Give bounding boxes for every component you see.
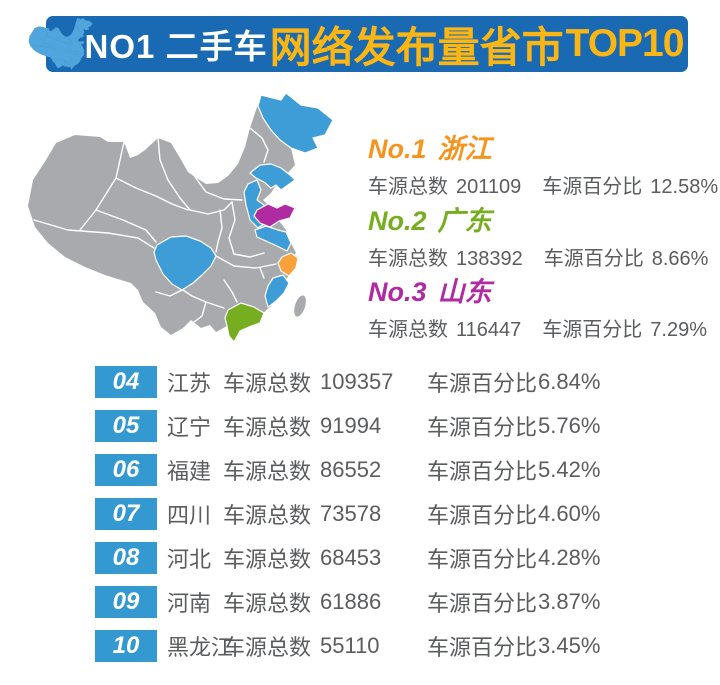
total-value: 68453 xyxy=(320,545,382,570)
total-label: 车源总数 xyxy=(368,248,448,270)
province-name: 山东 xyxy=(437,277,492,307)
total-label: 车源总数 xyxy=(223,547,312,572)
percent-label: 车源百分比 xyxy=(427,371,538,396)
province-name: 四川 xyxy=(167,503,212,528)
header-title-suffix: TOP10 xyxy=(565,22,685,65)
rank-badge: 04 xyxy=(95,366,157,398)
percent-value: 3.45% xyxy=(538,633,601,658)
ranking-row: 09 河南 车源总数 61886 车源百分比 3.87% xyxy=(95,586,600,618)
map-region-heilongjiang xyxy=(257,92,334,154)
total-label: 车源总数 xyxy=(223,371,312,396)
ranking-row: 06 福建 车源总数 86552 车源百分比 5.42% xyxy=(95,454,600,486)
top3-heading: No.1 浙江 xyxy=(368,134,718,164)
rank-label: No.1 xyxy=(368,134,427,164)
total-value: 109357 xyxy=(320,369,394,394)
province-name: 河南 xyxy=(167,591,212,616)
total-value: 201109 xyxy=(456,176,522,198)
china-map xyxy=(28,92,334,343)
map-region-sichuan xyxy=(153,235,217,291)
total-label: 车源总数 xyxy=(368,319,448,341)
top3-stats: 车源总数 138392 车源百分比 8.66% xyxy=(368,242,708,271)
percent-value: 4.60% xyxy=(538,501,601,526)
rank-badge: 05 xyxy=(95,410,157,442)
total-label: 车源总数 xyxy=(223,415,312,440)
rank-badge: 06 xyxy=(95,454,157,486)
top3-heading: No.3 山东 xyxy=(368,277,707,307)
ranking-list: 04 江苏 车源总数 109357 车源百分比 6.84% 05 辽宁 车源总数… xyxy=(95,366,600,674)
rank-label: No.2 xyxy=(368,206,427,236)
header-banner: NO1 二手车 网络发布量省市 TOP10 xyxy=(46,16,688,72)
top3-stats: 车源总数 201109 车源百分比 12.58% xyxy=(368,170,718,199)
province-name: 广东 xyxy=(437,206,492,236)
total-value: 116447 xyxy=(456,319,522,341)
top3-block-1: No.1 浙江 车源总数 201109 车源百分比 12.58% xyxy=(368,134,718,199)
percent-value: 5.76% xyxy=(538,413,601,438)
province-name: 江苏 xyxy=(167,371,212,396)
percent-value: 8.66% xyxy=(651,248,709,270)
map-region-zhejiang xyxy=(277,252,299,277)
ranking-row: 07 四川 车源总数 73578 车源百分比 4.60% xyxy=(95,498,600,530)
percent-label: 车源百分比 xyxy=(427,591,538,616)
map-region-guangdong xyxy=(224,302,265,343)
percent-value: 7.29% xyxy=(650,319,707,341)
percent-value: 12.58% xyxy=(650,176,719,198)
total-label: 车源总数 xyxy=(223,503,312,528)
top3-block-2: No.2 广东 车源总数 138392 车源百分比 8.66% xyxy=(368,206,708,271)
header-title-highlight: 网络发布量省市 xyxy=(269,23,564,71)
ranking-row: 05 辽宁 车源总数 91994 车源百分比 5.76% xyxy=(95,410,600,442)
ranking-row: 04 江苏 车源总数 109357 车源百分比 6.84% xyxy=(95,366,600,398)
rank-badge: 07 xyxy=(95,498,157,530)
total-label: 车源总数 xyxy=(223,591,312,616)
percent-label: 车源百分比 xyxy=(542,176,643,198)
china-map-icon xyxy=(28,17,93,70)
percent-value: 4.28% xyxy=(538,545,601,570)
total-value: 61886 xyxy=(320,589,382,614)
percent-label: 车源百分比 xyxy=(427,459,538,484)
top3-block-3: No.3 山东 车源总数 116447 车源百分比 7.29% xyxy=(368,277,707,342)
total-value: 86552 xyxy=(320,457,382,482)
top3-stats: 车源总数 116447 车源百分比 7.29% xyxy=(368,313,707,342)
ranking-row: 08 河北 车源总数 68453 车源百分比 4.28% xyxy=(95,542,600,574)
total-label: 车源总数 xyxy=(223,635,312,660)
province-name: 浙江 xyxy=(437,134,492,164)
map-region-fujian xyxy=(264,274,290,308)
rank-badge: 08 xyxy=(95,542,157,574)
percent-label: 车源百分比 xyxy=(427,547,538,572)
ranking-row: 10 黑龙江 车源总数 55110 车源百分比 3.45% xyxy=(95,630,600,662)
percent-value: 6.84% xyxy=(538,369,601,394)
province-name: 辽宁 xyxy=(167,415,212,440)
map-region-taiwan xyxy=(294,295,306,317)
total-value: 55110 xyxy=(320,633,380,658)
map-region-liaoning xyxy=(249,163,296,191)
province-name: 河北 xyxy=(167,547,212,572)
percent-label: 车源百分比 xyxy=(427,503,538,528)
header-title: NO1 二手车 xyxy=(84,28,268,65)
province-name: 福建 xyxy=(167,459,212,484)
rank-badge: 10 xyxy=(95,630,157,662)
percent-value: 5.42% xyxy=(538,457,601,482)
percent-label: 车源百分比 xyxy=(427,415,538,440)
percent-value: 3.87% xyxy=(538,589,601,614)
total-label: 车源总数 xyxy=(368,176,448,198)
percent-label: 车源百分比 xyxy=(543,248,644,270)
province-name: 黑龙江 xyxy=(167,635,234,660)
map-region-shandong xyxy=(253,203,296,228)
rank-label: No.3 xyxy=(368,277,427,307)
top3-heading: No.2 广东 xyxy=(368,206,708,236)
total-label: 车源总数 xyxy=(223,459,312,484)
map-region-jiangsu xyxy=(254,225,292,252)
percent-label: 车源百分比 xyxy=(427,635,538,660)
total-value: 73578 xyxy=(320,501,382,526)
percent-label: 车源百分比 xyxy=(542,319,643,341)
total-value: 138392 xyxy=(456,248,523,270)
total-value: 91994 xyxy=(320,413,382,438)
rank-badge: 09 xyxy=(95,586,157,618)
